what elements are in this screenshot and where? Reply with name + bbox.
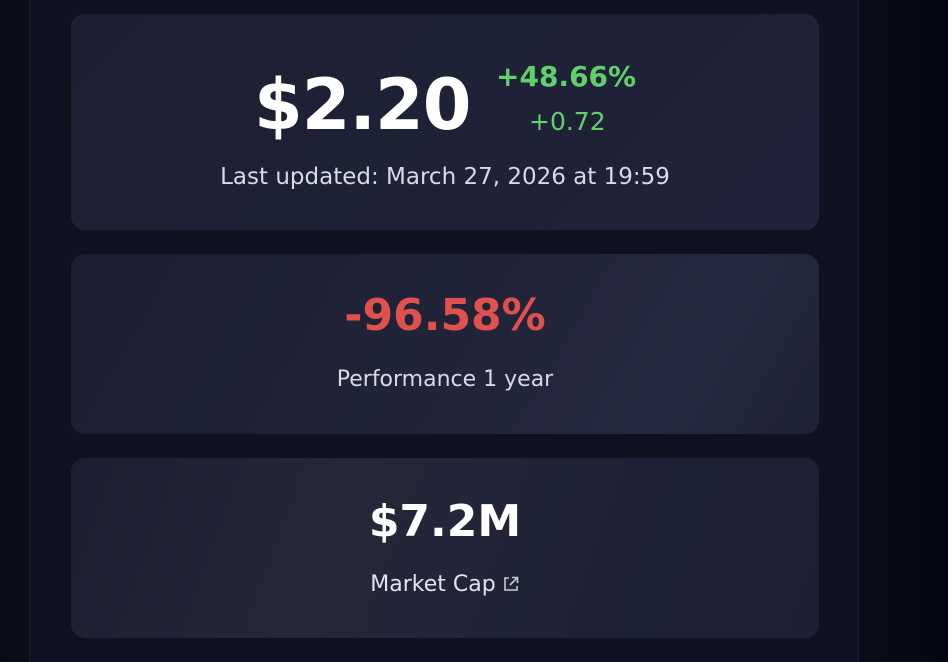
price-change-absolute: +0.72 bbox=[529, 107, 606, 136]
market-cap-link-row: Market Cap bbox=[71, 572, 819, 599]
content-panel: $2.20 +48.66% +0.72 Last updated: March … bbox=[29, 0, 859, 662]
external-link-icon bbox=[502, 574, 520, 599]
market-cap-card: $7.2M Market Cap bbox=[71, 458, 819, 638]
current-price: $2.20 bbox=[254, 64, 471, 146]
price-change-percent: +48.66% bbox=[496, 60, 637, 93]
market-cap-link[interactable]: Market Cap bbox=[370, 572, 519, 597]
last-updated-text: Last updated: March 27, 2026 at 19:59 bbox=[220, 164, 670, 190]
performance-card: -96.58% Performance 1 year bbox=[71, 254, 819, 434]
price-card: $2.20 +48.66% +0.72 Last updated: March … bbox=[71, 14, 819, 230]
market-cap-value: $7.2M bbox=[368, 496, 522, 547]
performance-label: Performance 1 year bbox=[336, 367, 554, 392]
market-cap-label: Market Cap bbox=[370, 572, 496, 597]
performance-value: -96.58% bbox=[344, 290, 546, 341]
